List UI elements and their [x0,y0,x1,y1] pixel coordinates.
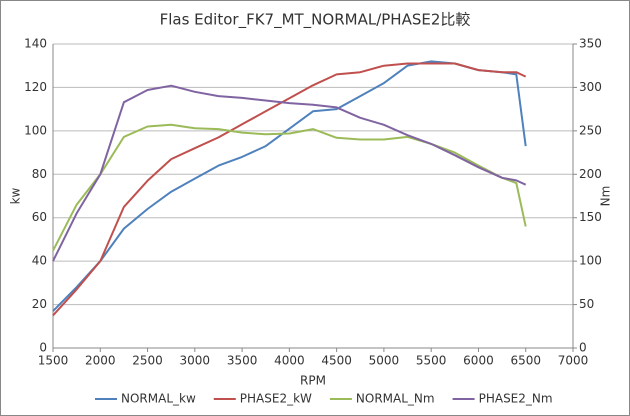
x-tick-label: 4000 [274,354,305,368]
y2-tick-label: 50 [579,297,594,311]
legend-label: NORMAL_kw [121,392,196,406]
y2-tick-label: 100 [579,254,602,268]
y2-tick-label: 150 [579,210,602,224]
y2-tick-label: 200 [579,167,602,181]
x-tick-label: 6000 [463,354,494,368]
y-tick-label: 20 [32,297,47,311]
x-tick-label: 2000 [85,354,116,368]
y-tick-label: 100 [24,123,47,137]
y-axis-label: kw [9,187,23,204]
x-tick-label: 5500 [416,354,447,368]
y2-tick-label: 0 [579,341,587,355]
y2-tick-label: 250 [579,123,602,137]
x-tick-label: 2500 [132,354,163,368]
legend-label: NORMAL_Nm [356,392,435,406]
y2-axis-label: Nm [599,186,613,207]
y-tick-label: 120 [24,80,47,94]
x-tick-label: 7000 [558,354,589,368]
chart-title: Flas Editor_FK7_MT_NORMAL/PHASE2比較 [160,11,471,30]
x-tick-label: 6500 [510,354,541,368]
x-axis-label: RPM [300,374,326,388]
x-tick-label: 1500 [38,354,69,368]
x-tick-label: 5000 [369,354,400,368]
x-tick-label: 4500 [321,354,352,368]
y2-tick-label: 300 [579,80,602,94]
y-tick-label: 0 [39,341,47,355]
legend-label: PHASE2_kW [240,392,312,406]
series-line [52,123,527,252]
y-tick-label: 80 [32,167,47,181]
y-tick-label: 60 [32,210,47,224]
y2-tick-label: 350 [579,37,602,51]
y-tick-label: 140 [24,37,47,51]
x-tick-label: 3000 [180,354,211,368]
legend-label: PHASE2_Nm [479,392,553,406]
y-tick-label: 40 [32,254,47,268]
series-line [52,84,527,262]
x-tick-label: 3500 [227,354,258,368]
series-line [52,62,527,317]
